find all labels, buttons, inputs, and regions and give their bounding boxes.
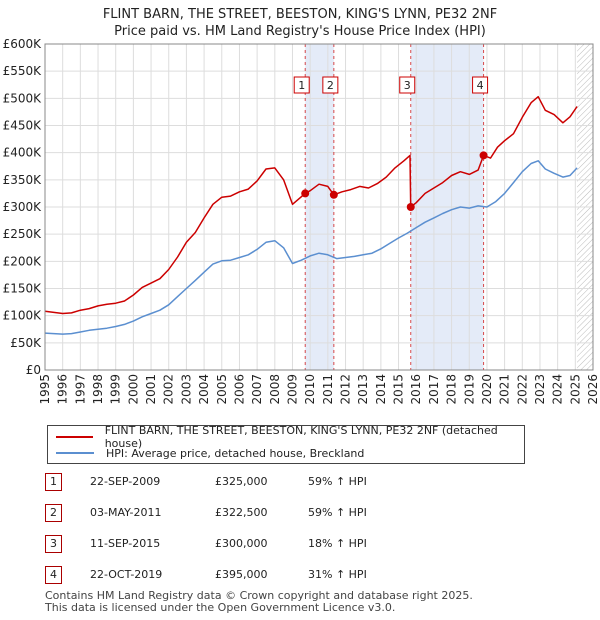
x-tick-label: 2024 [551,374,565,405]
legend-swatch-property [56,436,93,438]
x-tick-label: 1996 [56,374,70,405]
sale-marker [301,189,310,198]
x-tick-label: 1999 [109,374,123,405]
sale-label: 1 [298,79,305,92]
sale-date: 22-SEP-2009 [90,475,161,488]
x-tick-label: 2026 [586,374,600,405]
x-tick-label: 2016 [409,374,423,405]
sale-label-box [472,76,489,94]
series-line-property [44,95,578,315]
sale-label: 2 [327,79,334,92]
sale-row-3: 3 11-SEP-2015 £300,000 18% ↑ HPI [45,532,545,563]
legend-label-property: FLINT BARN, THE STREET, BEESTON, KING'S … [104,424,498,450]
y-tick-label: £600K [3,37,43,51]
sale-hpi-change: 18% ↑ HPI [308,537,367,550]
y-tick-label: £150K [3,282,43,296]
x-tick-label: 2021 [498,374,512,405]
title-line-1: FLINT BARN, THE STREET, BEESTON, KING'S … [102,7,498,22]
sale-row-1: 1 22-SEP-2009 £325,000 59% ↑ HPI [45,470,545,501]
sale-marker [406,203,415,211]
sale-hpi-change: 59% ↑ HPI [308,506,367,519]
sale-price: £322,500 [215,506,268,519]
x-tick-label: 2017 [427,374,441,405]
y-tick-label: £100K [3,309,43,323]
x-tick-label: 2009 [285,374,299,405]
footer-line-2: This data is licensed under the Open Gov… [45,601,396,614]
chart-legend: FLINT BARN, THE STREET, BEESTON, KING'S … [47,424,525,464]
x-tick-label: 2018 [445,374,459,405]
sale-hpi-change: 31% ↑ HPI [308,568,367,581]
x-tick-label: 2020 [480,374,494,405]
legend-item-hpi: HPI: Average price, detached house, Brec… [56,445,364,461]
y-tick-label: £250K [3,227,43,241]
sale-marker [479,151,488,160]
y-tick-label: £550K [3,64,43,78]
sale-label: 3 [404,79,411,92]
sale-price: £395,000 [215,568,268,581]
sale-number-badge: 1 [45,473,62,491]
sale-row-4: 4 22-OCT-2019 £395,000 31% ↑ HPI [45,563,545,594]
legend-swatch-hpi [56,452,94,454]
x-tick-label: 2007 [250,374,264,405]
x-tick-label: 2023 [533,374,547,405]
x-tick-label: 2004 [197,374,211,405]
sale-label: 4 [477,79,484,92]
x-tick-label: 2003 [179,374,193,405]
x-tick-label: 2015 [392,374,406,405]
x-tick-label: 1995 [38,374,52,405]
sales-table: 1 22-SEP-2009 £325,000 59% ↑ HPI 2 03-MA… [45,470,545,594]
sale-date: 22-OCT-2019 [90,568,163,581]
sale-price: £300,000 [215,537,268,550]
sale-label-box [399,76,416,94]
y-tick-label: £450K [3,119,43,133]
y-tick-label: £350K [3,173,43,187]
x-tick-label: 2014 [374,374,388,405]
x-tick-label: 2013 [356,374,370,405]
sale-date: 03-MAY-2011 [90,506,162,519]
sale-number-badge: 4 [45,566,62,584]
x-tick-label: 2000 [126,374,140,405]
y-tick-label: £0 [26,363,41,377]
x-tick-label: 2001 [144,374,158,405]
sale-date: 11-SEP-2015 [90,537,161,550]
legend-item-property: FLINT BARN, THE STREET, BEESTON, KING'S … [56,424,524,450]
x-tick-label: 2022 [515,374,529,405]
title-line-2: Price paid vs. HM Land Registry's House … [114,24,486,39]
sale-number-badge: 2 [45,504,62,522]
y-tick-label: £500K [3,91,43,105]
x-tick-label: 2005 [215,374,229,405]
x-tick-label: 2002 [162,374,176,405]
sale-row-2: 2 03-MAY-2011 £322,500 59% ↑ HPI [45,501,545,532]
y-tick-label: £400K [3,146,43,160]
x-tick-label: 1998 [91,374,105,405]
y-tick-label: £300K [3,200,43,214]
x-tick-label: 2008 [268,374,282,405]
sale-hpi-change: 59% ↑ HPI [308,475,367,488]
x-tick-label: 2019 [462,374,476,405]
x-tick-label: 2011 [321,374,335,405]
x-tick-label: 2025 [568,374,582,405]
y-tick-label: £50K [10,336,42,350]
x-tick-label: 2010 [303,374,317,405]
sale-label-box [293,76,310,94]
x-tick-label: 2012 [339,374,353,405]
sale-marker [329,190,338,199]
footer-attribution: Contains HM Land Registry data © Crown c… [45,590,473,614]
price-chart: 1 2 3 4 £0 £50K £100K £150K £200K £250K £300K £350… [3,37,600,405]
y-tick-label: £200K [3,254,43,268]
footer-line-1: Contains HM Land Registry data © Crown c… [45,589,473,602]
sale-label-box [322,76,339,94]
chart-title: FLINT BARN, THE STREET, BEESTON, KING'S … [0,6,600,40]
sale-price: £325,000 [215,475,268,488]
legend-label-hpi: HPI: Average price, detached house, Brec… [106,446,365,460]
sale-number-badge: 3 [45,535,62,553]
x-tick-label: 2006 [232,374,246,405]
plot-frame [44,43,594,371]
series-line-hpi [44,160,578,335]
x-tick-label: 1997 [73,374,87,405]
